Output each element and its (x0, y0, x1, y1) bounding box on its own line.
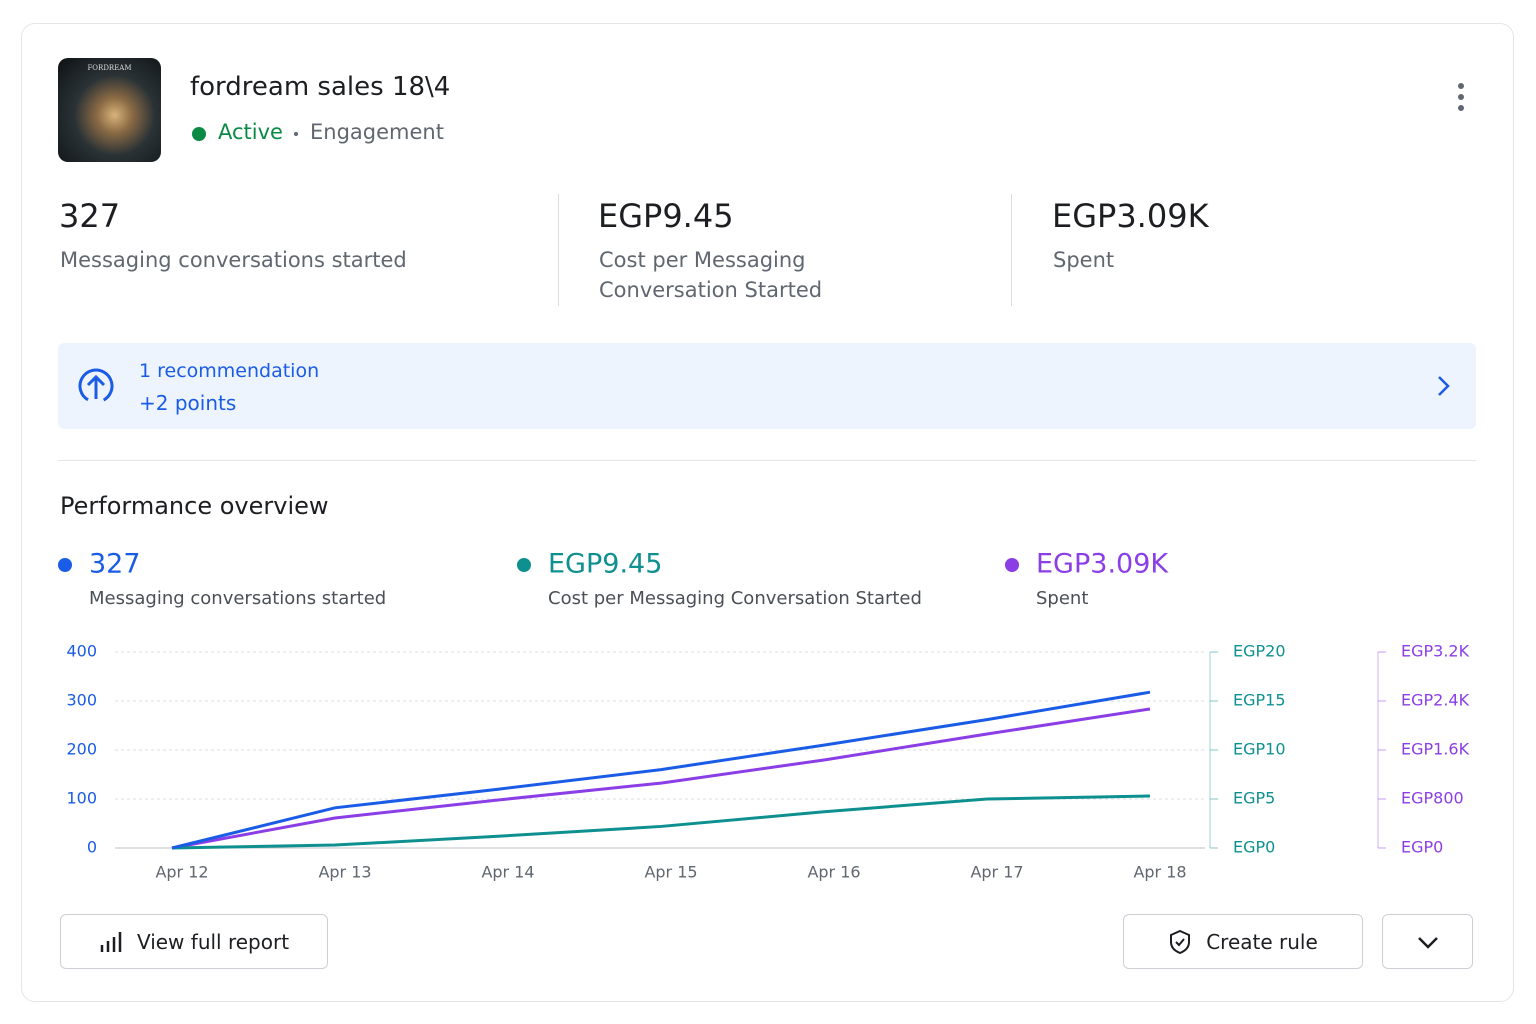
legend-dot (58, 558, 72, 572)
divider (58, 460, 1476, 461)
recommendation-title: 1 recommendation (139, 360, 320, 382)
y-tick-label: EGP2.4K (1401, 691, 1470, 710)
shield-icon (1170, 929, 1191, 954)
legend-value: EGP9.45 (548, 549, 662, 580)
thumbnail-label: FORDREAM (87, 64, 132, 72)
campaign-card (21, 23, 1514, 1002)
x-tick-label: Apr 12 (155, 863, 208, 882)
legend-value: 327 (89, 549, 141, 580)
more-options-button[interactable] (1382, 914, 1473, 969)
objective: Engagement (310, 120, 444, 144)
create-rule-button[interactable]: Create rule (1123, 914, 1363, 969)
recommendation-banner[interactable] (58, 343, 1476, 429)
more-menu[interactable] (1450, 80, 1472, 116)
y-tick-label: 300 (66, 691, 97, 710)
x-tick-label: Apr 16 (807, 863, 860, 882)
metric-label: Cost per Messaging Conversation Started (599, 248, 823, 302)
y-tick-label: EGP0 (1401, 838, 1443, 857)
y-tick-label: EGP5 (1233, 789, 1275, 808)
metric-label: Spent (1053, 248, 1115, 272)
legend-value: EGP3.09K (1036, 549, 1169, 580)
y-tick-label: EGP0 (1233, 838, 1275, 857)
x-tick-label: Apr 13 (318, 863, 371, 882)
chart: 327 Messaging conversations started EGP9.4… (58, 549, 1470, 882)
y-tick-label: EGP1.6K (1401, 740, 1470, 759)
metric-value: EGP9.45 (598, 197, 734, 235)
divider (558, 194, 559, 306)
bar-icon (100, 931, 122, 952)
legend-dot (517, 558, 531, 572)
y-tick-label: EGP15 (1233, 691, 1286, 710)
recommendation-subtitle: +2 points (139, 391, 237, 415)
y-tick-label: EGP800 (1401, 789, 1464, 808)
chevron-right[interactable] (1434, 374, 1454, 398)
y-tick-label: 200 (66, 740, 97, 759)
status: Active (218, 120, 283, 144)
x-tick-label: Apr 18 (1133, 863, 1186, 882)
metric-label: Messaging conversations started (60, 248, 407, 272)
x-tick-label: Apr 15 (644, 863, 697, 882)
series-line (171, 707, 1151, 850)
metric-value: 327 (59, 197, 121, 235)
legend-label: Spent (1036, 588, 1088, 609)
button-label: Create rule (1206, 929, 1318, 954)
campaign-name[interactable]: fordream sales 18\4 (190, 72, 451, 102)
status-dot (192, 127, 206, 141)
thumbnail[interactable]: FORDREAM (58, 58, 161, 162)
y-tick-label: 100 (66, 789, 97, 808)
legend-label: Cost per Messaging Conversation Started (548, 588, 922, 609)
view-report-button[interactable]: View full report (60, 914, 328, 969)
series-line (171, 690, 1151, 850)
chevron-down (1417, 936, 1438, 949)
y-tick-label: 400 (66, 642, 97, 661)
y-tick-label: EGP3.2K (1401, 642, 1470, 661)
y-tick-label: 0 (87, 838, 97, 857)
button-label: View full report (136, 929, 290, 954)
x-tick-label: Apr 17 (970, 863, 1023, 882)
metric-value: EGP3.09K (1052, 197, 1209, 235)
recommendation-icon (78, 368, 114, 404)
separator (294, 132, 298, 136)
divider (1011, 194, 1012, 306)
legend-dot (1005, 558, 1019, 572)
series-line (171, 794, 1151, 850)
y-tick-label: EGP20 (1233, 642, 1286, 661)
x-tick-label: Apr 14 (481, 863, 534, 882)
section-title: Performance overview (60, 492, 329, 520)
legend-label: Messaging conversations started (89, 588, 386, 609)
y-tick-label: EGP10 (1233, 740, 1286, 759)
